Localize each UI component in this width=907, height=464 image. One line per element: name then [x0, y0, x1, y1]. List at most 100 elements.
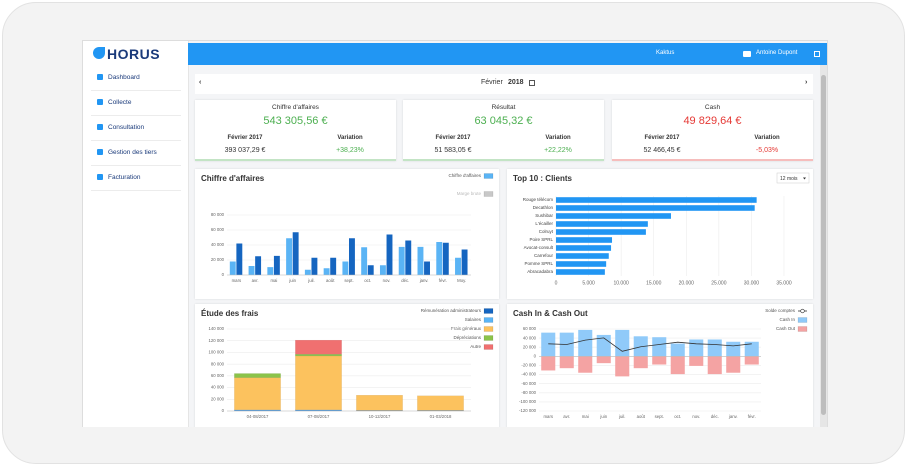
bar-segment [417, 395, 464, 411]
x-tick-label: avr. [563, 414, 570, 419]
logo: HORUS [107, 46, 161, 62]
x-tick-label: févr. [439, 278, 447, 283]
logout-icon[interactable] [814, 51, 820, 57]
bar [670, 356, 685, 375]
kpi-title: Chiffre d'affaires [272, 104, 319, 111]
dropdown[interactable] [776, 172, 810, 184]
chart-title: Étude des frais [201, 309, 259, 318]
kpi-compare-label: Février 2017 [227, 135, 263, 141]
bar [578, 329, 593, 357]
logo-icon [93, 47, 105, 59]
kpi-compare-label: Février 2017 [435, 135, 471, 141]
bar [556, 221, 648, 227]
y-tick-label: 60 000 [211, 373, 225, 378]
x-tick-label: 04-08/2017 [247, 414, 269, 419]
bar [556, 237, 613, 243]
x-tick-label: 10.000 [613, 280, 629, 286]
bar [707, 339, 722, 357]
x-tick-label: mars [543, 414, 553, 419]
bar [229, 261, 236, 275]
y-tick-label: 40 000 [523, 335, 537, 340]
user-name[interactable]: Antoine Dupont [756, 50, 798, 56]
bar [311, 257, 318, 275]
bar [330, 257, 337, 275]
bar [633, 356, 648, 369]
bar [304, 269, 311, 275]
bar [670, 343, 685, 357]
x-tick-label: sept. [655, 414, 664, 419]
bar [417, 246, 424, 275]
x-tick-label: 0 [555, 280, 558, 286]
legend-swatch [483, 344, 494, 350]
bar-segment [295, 355, 342, 410]
bar [556, 245, 612, 251]
bar [556, 269, 605, 275]
kpi-variation-label: Variation [545, 135, 571, 141]
kpi-compare-label: Février 2017 [644, 135, 680, 141]
bar [323, 268, 330, 275]
menu-item[interactable]: Consultation [91, 116, 181, 141]
y-tick-label: 60 000 [211, 227, 225, 232]
legend-label: Cash Out [776, 326, 796, 331]
bar [386, 234, 393, 275]
chart-title: Cash In & Cash Out [513, 309, 588, 318]
scrollbar[interactable] [820, 65, 827, 427]
kpi-compare-value: 393 037,29 € [224, 147, 266, 154]
bar [541, 332, 556, 357]
x-tick-label: août [637, 414, 646, 419]
company-menu[interactable]: Kaktus [656, 50, 675, 56]
x-tick-label: oct. [674, 414, 681, 419]
kpi-value: 63 045,32 € [474, 115, 533, 127]
legend-swatch [797, 326, 808, 332]
category-label: Carrefour [534, 253, 554, 258]
menu-label: Collecte [108, 99, 132, 106]
menu-label: Gestion des tiers [108, 149, 157, 156]
x-tick-label: nov. [692, 414, 700, 419]
y-tick-label: 0 [222, 408, 225, 413]
category-label: Avocat-consult [524, 245, 554, 250]
chart-title: Top 10 : Clients [513, 174, 573, 183]
y-tick-label: 100 000 [208, 350, 224, 355]
menu-item[interactable]: Facturation [91, 166, 181, 191]
x-tick-label: juil. [307, 278, 314, 283]
prev-button[interactable]: ‹ [199, 79, 202, 86]
kpi-variation-label: Variation [337, 135, 363, 141]
bar [726, 356, 741, 373]
x-tick-label: déc. [401, 278, 409, 283]
next-button[interactable]: › [805, 79, 808, 86]
bar [267, 267, 274, 275]
menu-item[interactable]: Gestion des tiers [91, 141, 181, 166]
x-tick-label: avr. [252, 278, 259, 283]
scroll-thumb[interactable] [821, 75, 826, 415]
legend-label: Cash In [779, 317, 795, 322]
kpi-value: 543 305,56 € [263, 115, 328, 127]
menu-label: Consultation [108, 124, 145, 131]
legend-swatch-dot [800, 308, 805, 314]
briefcase-icon[interactable] [743, 51, 751, 57]
bar-segment [234, 377, 281, 410]
category-label: Colruyt [539, 229, 554, 234]
menu-item[interactable]: Collecte [91, 91, 181, 116]
x-tick-label: août [326, 278, 335, 283]
bar [556, 197, 757, 203]
legend-swatch [483, 317, 494, 323]
x-tick-label: mai [582, 414, 589, 419]
kpi-card: Résultat 63 045,32 € Février 2017 51 583,05… [403, 100, 604, 161]
bar [236, 243, 243, 275]
calendar-icon[interactable] [529, 80, 535, 86]
bar-segment [356, 395, 403, 411]
chart-card: Cash In & Cash Out Solde comptes Cash In Ca… [507, 304, 813, 427]
menu-icon [97, 99, 103, 105]
bar [556, 253, 609, 259]
category-label: Poire SPRL [529, 237, 553, 242]
x-tick-label: 25.000 [711, 280, 727, 286]
bar [744, 356, 759, 365]
menu-item[interactable]: Dashboard [91, 66, 181, 91]
bar [292, 232, 299, 275]
bar [707, 356, 722, 375]
kpi-variation: +22,22% [544, 147, 572, 154]
x-tick-label: juin [599, 414, 607, 419]
y-tick-label: 60 000 [523, 326, 537, 331]
dropdown-label: 12 mois [780, 176, 798, 182]
